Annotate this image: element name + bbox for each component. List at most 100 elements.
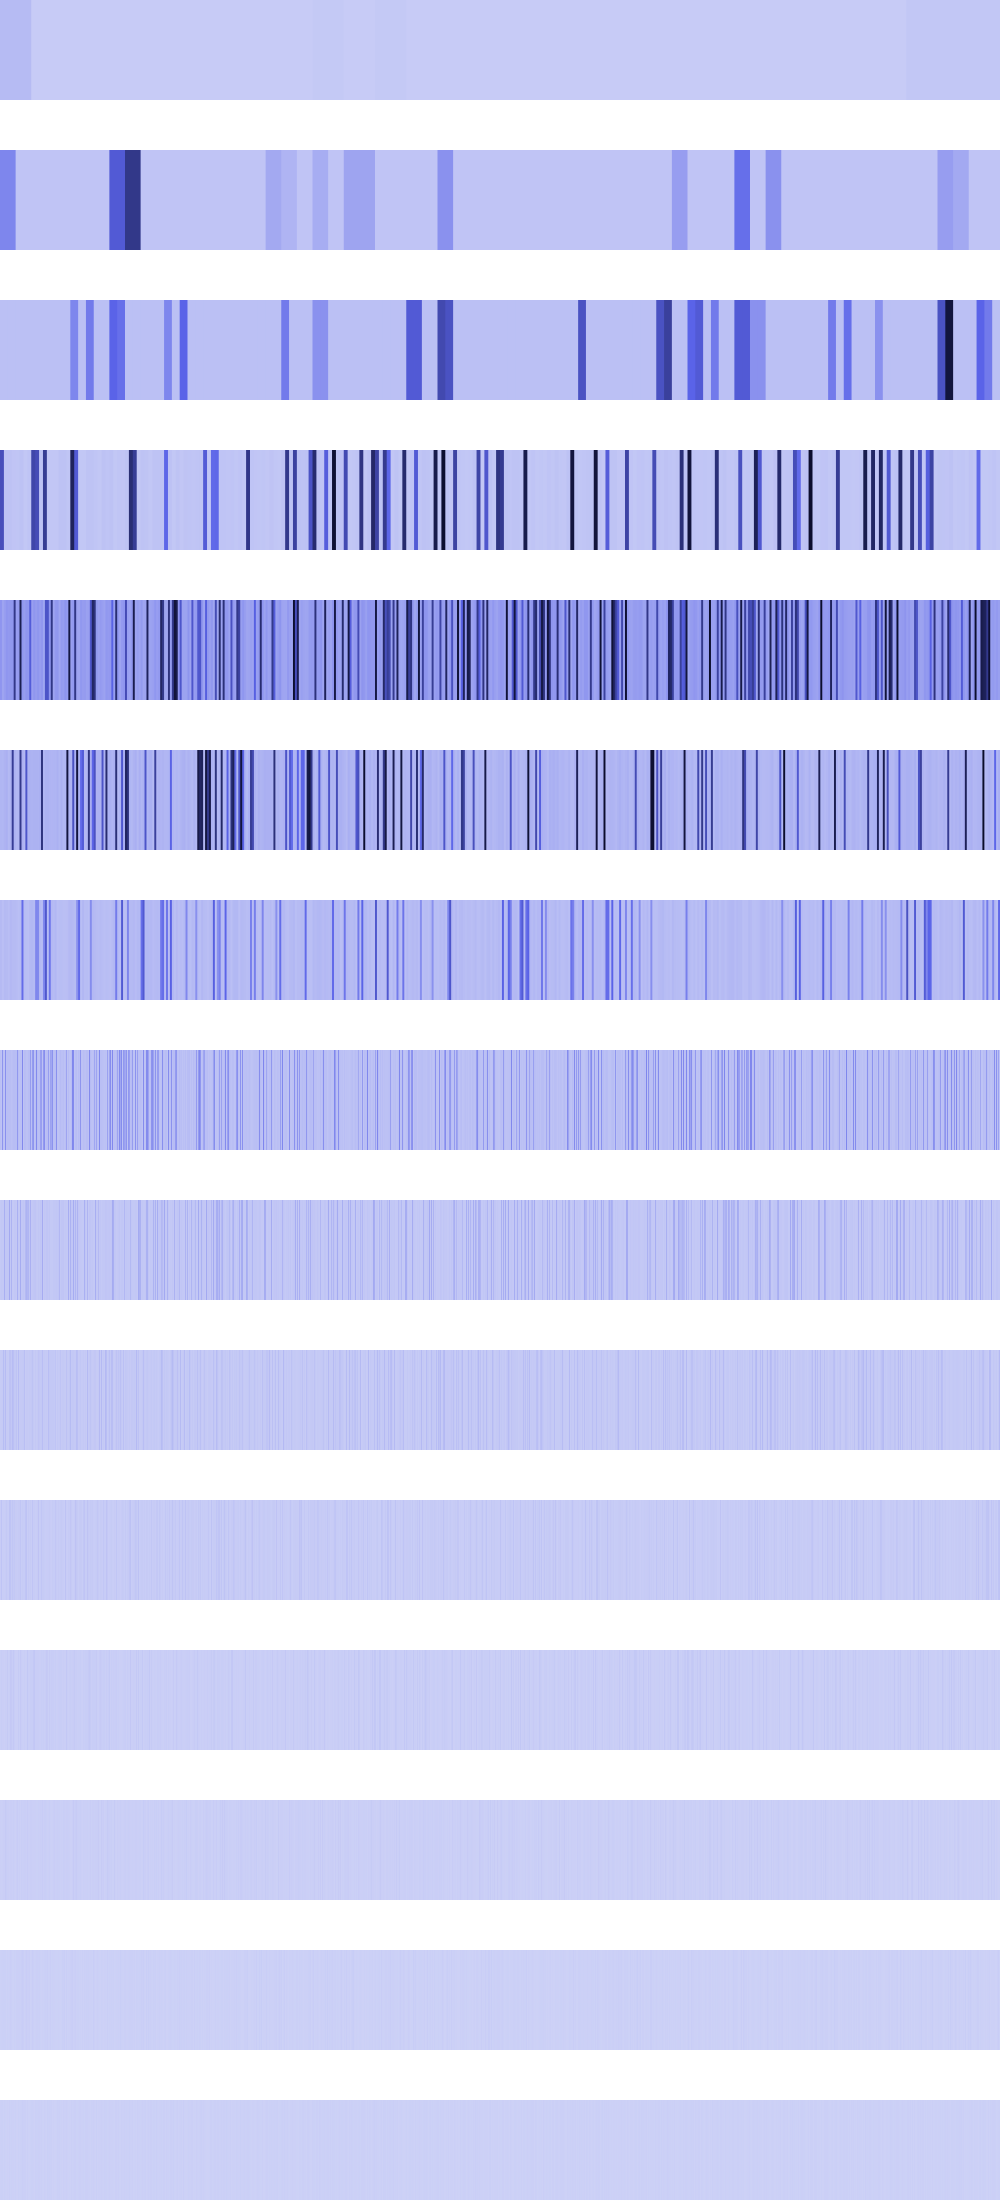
- heatmap-cell: [614, 1200, 616, 1300]
- heatmap-cell: [677, 1050, 679, 1150]
- heatmap-cell: [168, 1200, 170, 1300]
- heatmap-cell: [283, 1050, 285, 1150]
- heatmap-cell: [105, 1200, 107, 1300]
- heatmap-cell: [177, 900, 181, 1000]
- heatmap-cell: [586, 1350, 588, 1450]
- heatmap-cell: [468, 450, 474, 550]
- heatmap-cell: [296, 300, 306, 400]
- heatmap-cell: [223, 1050, 225, 1150]
- heatmap-cell: [91, 1050, 93, 1150]
- heatmap-cell: [470, 1350, 472, 1450]
- heatmap-cell: [538, 1050, 540, 1150]
- heatmap-cell: [59, 1050, 61, 1150]
- heatmap-cell: [575, 1350, 577, 1450]
- heatmap-cell: [707, 900, 710, 1000]
- heatmap-cell: [893, 1350, 895, 1450]
- heatmap-cell: [137, 1350, 139, 1450]
- heatmap-cell: [995, 1050, 997, 1150]
- heatmap-cell: [7, 450, 13, 550]
- heatmap-cell: [567, 1200, 569, 1300]
- heatmap-cell: [912, 1200, 914, 1300]
- heatmap-cell: [292, 1050, 294, 1150]
- heatmap-cell: [99, 1200, 101, 1300]
- heatmap-cell: [667, 900, 671, 1000]
- heatmap-cell: [761, 1050, 763, 1150]
- heatmap-cell: [3, 900, 7, 1000]
- heatmap-cell: [757, 300, 767, 400]
- heatmap-cell: [545, 1050, 547, 1150]
- heatmap-cell: [564, 1200, 566, 1300]
- heatmap-cell: [401, 1050, 403, 1150]
- heatmap-cell: [721, 1200, 723, 1300]
- heatmap-cell: [879, 1350, 881, 1450]
- heatmap-cell: [978, 600, 981, 700]
- heatmap-cell: [287, 1050, 289, 1150]
- heatmap-cell: [210, 1050, 212, 1150]
- heatmap-cell: [673, 900, 677, 1000]
- heatmap-cell: [279, 750, 282, 850]
- heatmap-cell: [109, 1350, 111, 1450]
- heatmap-cell: [267, 600, 270, 700]
- heatmap-cell: [593, 1050, 595, 1150]
- heatmap-cell: [34, 1200, 36, 1300]
- heatmap-cell: [146, 750, 149, 850]
- heatmap-cell: [383, 1200, 385, 1300]
- heatmap-cell: [613, 1200, 615, 1300]
- heatmap-cell: [210, 750, 214, 850]
- heatmap-cell: [475, 1050, 477, 1150]
- heatmap-cell: [658, 1050, 660, 1150]
- heatmap-cell: [86, 1050, 88, 1150]
- heatmap-cell: [865, 600, 868, 700]
- heatmap-cell: [981, 1200, 983, 1300]
- heatmap-cell: [914, 300, 923, 400]
- heatmap-cell: [302, 900, 306, 1000]
- heatmap-cell: [537, 1050, 539, 1150]
- heatmap-cell: [405, 1050, 407, 1150]
- heatmap-cell: [530, 1350, 532, 1450]
- heatmap-cell: [727, 1350, 729, 1450]
- heatmap-cell: [99, 1050, 101, 1150]
- heatmap-cell: [951, 1200, 953, 1300]
- heatmap-cell: [13, 600, 17, 700]
- heatmap-cell: [959, 1050, 961, 1150]
- heatmap-cell: [600, 1350, 602, 1450]
- heatmap-cell: [237, 1350, 239, 1450]
- heatmap-cell: [332, 600, 335, 700]
- heatmap-cell: [200, 1050, 202, 1150]
- heatmap-cell: [83, 1350, 85, 1450]
- heatmap-strip-7: [0, 900, 1000, 1000]
- heatmap-cell: [947, 900, 950, 1000]
- heatmap-cell: [769, 1350, 771, 1450]
- heatmap-cell: [775, 1200, 777, 1300]
- heatmap-cell: [382, 1350, 384, 1450]
- heatmap-cell: [80, 1200, 82, 1300]
- heatmap-cell: [841, 750, 845, 850]
- heatmap-cell: [677, 600, 681, 700]
- heatmap-cell: [724, 1050, 726, 1150]
- heatmap-cell: [936, 1350, 938, 1450]
- heatmap-cell: [64, 1350, 66, 1450]
- heatmap-cell: [56, 1350, 58, 1450]
- heatmap-cell: [812, 750, 815, 850]
- heatmap-cell: [304, 600, 308, 700]
- heatmap-cell: [857, 600, 860, 700]
- heatmap-cell: [953, 300, 962, 400]
- heatmap-cell: [774, 1350, 776, 1450]
- heatmap-cell: [748, 1050, 750, 1150]
- heatmap-cell: [145, 1200, 147, 1300]
- heatmap-cell: [841, 1350, 843, 1450]
- heatmap-cell: [878, 600, 882, 700]
- heatmap-cell: [672, 1050, 674, 1150]
- heatmap-cell: [58, 750, 61, 850]
- heatmap-cell: [660, 1350, 662, 1450]
- heatmap-cell: [1, 1050, 3, 1150]
- heatmap-cell: [427, 1200, 429, 1300]
- heatmap-cell: [219, 1050, 221, 1150]
- heatmap-cell: [744, 750, 747, 850]
- heatmap-cell: [97, 1350, 99, 1450]
- heatmap-cell: [143, 1200, 145, 1300]
- heatmap-cell: [502, 1350, 504, 1450]
- heatmap-cell: [600, 1200, 602, 1300]
- heatmap-cell: [681, 1350, 683, 1450]
- heatmap-cell: [587, 1200, 589, 1300]
